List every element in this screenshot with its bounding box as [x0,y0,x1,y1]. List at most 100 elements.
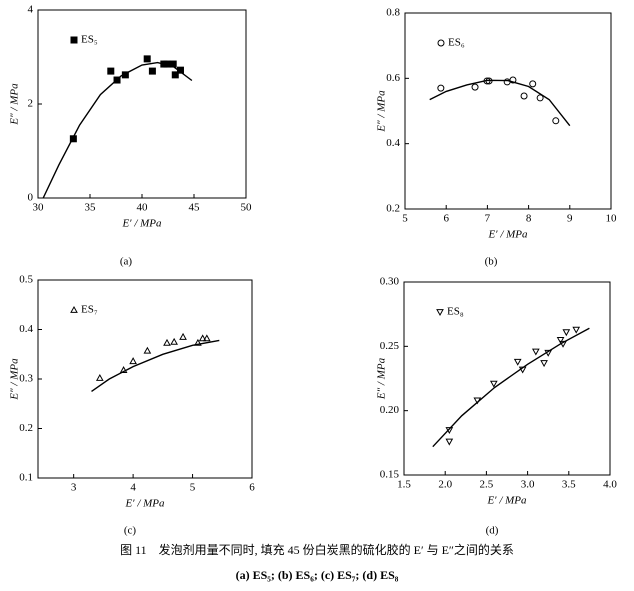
y-tick-label: 0.4 [386,137,400,149]
panel-label: (d) [486,525,499,537]
marker [509,76,517,84]
x-tick-label: 50 [241,202,253,214]
marker [489,380,498,388]
marker [143,346,152,354]
y-tick-label: 0.6 [386,72,400,84]
fit-curve [429,79,571,127]
marker [437,84,445,92]
marker [119,366,128,373]
x-tick-label: 4 [130,482,136,494]
marker [562,329,571,337]
marker [518,366,527,374]
marker [163,338,171,346]
marker [513,358,522,366]
x-tick-label: 7 [485,213,491,225]
marker [572,326,581,334]
y-tick-label: 0.30 [380,276,400,288]
marker [471,83,479,91]
marker [445,427,454,434]
x-tick-label: 3.0 [521,479,535,491]
y-axis-label: E″ / MPa [376,90,388,133]
caption-subtitle: (a) ES₅; (b) ES₆; (c) ES₇; (d) ES₈ [236,568,399,582]
y-tick-label: 2 [28,98,34,110]
marker [536,94,544,102]
y-tick-label: 0.4 [19,323,33,335]
x-tick-label: 8 [526,213,532,225]
marker [531,348,540,356]
marker [113,76,121,84]
x-tick-label: 2.5 [480,479,494,491]
x-tick-label: 6 [249,482,255,494]
y-tick-label: 0.2 [19,422,33,434]
marker [544,349,553,357]
marker [473,397,482,405]
marker [121,71,129,79]
x-tick-label: 3.5 [562,479,576,491]
x-tick-label: 3 [71,482,77,494]
y-tick-label: 0.8 [386,7,400,19]
y-tick-label: 0.2 [386,203,400,215]
marker [143,55,151,63]
x-axis-label: E′ / MPa [486,495,527,507]
x-tick-label: 45 [189,202,201,214]
y-tick-label: 0.15 [380,469,400,481]
marker [503,78,511,86]
marker [556,337,565,344]
plot-frame [403,281,611,476]
panel-label: (a) [120,256,133,268]
y-axis-label: E″ / MPa [9,358,21,401]
marker [483,77,491,85]
marker [69,135,77,143]
marker [559,340,567,348]
x-tick-label: 30 [33,202,45,214]
marker [198,334,207,342]
panel-label: (c) [124,525,137,537]
fit-curve [432,327,590,448]
x-tick-label: 5 [402,213,408,225]
x-tick-label: 9 [567,213,573,225]
marker [520,92,528,100]
y-tick-label: 0 [28,192,34,204]
fit-curve [91,339,220,392]
marker [169,60,177,68]
marker [552,117,560,125]
x-tick-label: 1.5 [397,479,411,491]
legend-label: ES₈ [447,306,464,318]
legend-marker [436,309,444,317]
marker [445,438,454,446]
y-tick-label: 0.5 [19,274,33,286]
y-tick-label: 0.1 [19,472,33,484]
marker [179,332,187,340]
plot-frame [404,12,612,210]
y-tick-label: 0.3 [19,373,33,385]
marker [194,338,202,346]
marker [95,373,104,381]
marker [485,77,493,85]
marker [529,80,537,88]
legend-label: ES₆ [448,37,465,49]
y-axis-label: E″ / MPa [9,83,21,126]
marker [148,67,156,75]
x-tick-label: 40 [137,202,149,214]
caption-title: 图 11 发泡剂用量不同时, 填充 45 份白炭黑的硫化胶的 E′ 与 E″之间… [120,542,514,557]
legend-marker [437,39,445,47]
x-tick-label: 6 [443,213,449,225]
y-axis-label: E″ / MPa [376,357,388,400]
plot-frame [37,9,247,199]
marker [129,357,137,365]
legend-label: ES₇ [81,304,98,316]
marker [107,67,115,75]
x-tick-label: 2.0 [438,479,452,491]
marker [171,71,179,79]
legend-label: ES₅ [81,34,98,46]
x-tick-label: 35 [85,202,97,214]
x-tick-label: 4.0 [603,479,617,491]
y-tick-label: 0.20 [380,404,400,416]
marker [176,66,184,74]
x-tick-label: 5 [190,482,196,494]
marker [163,60,171,68]
legend-marker [70,36,78,44]
marker [202,334,211,342]
x-axis-label: E′ / MPa [124,498,165,510]
